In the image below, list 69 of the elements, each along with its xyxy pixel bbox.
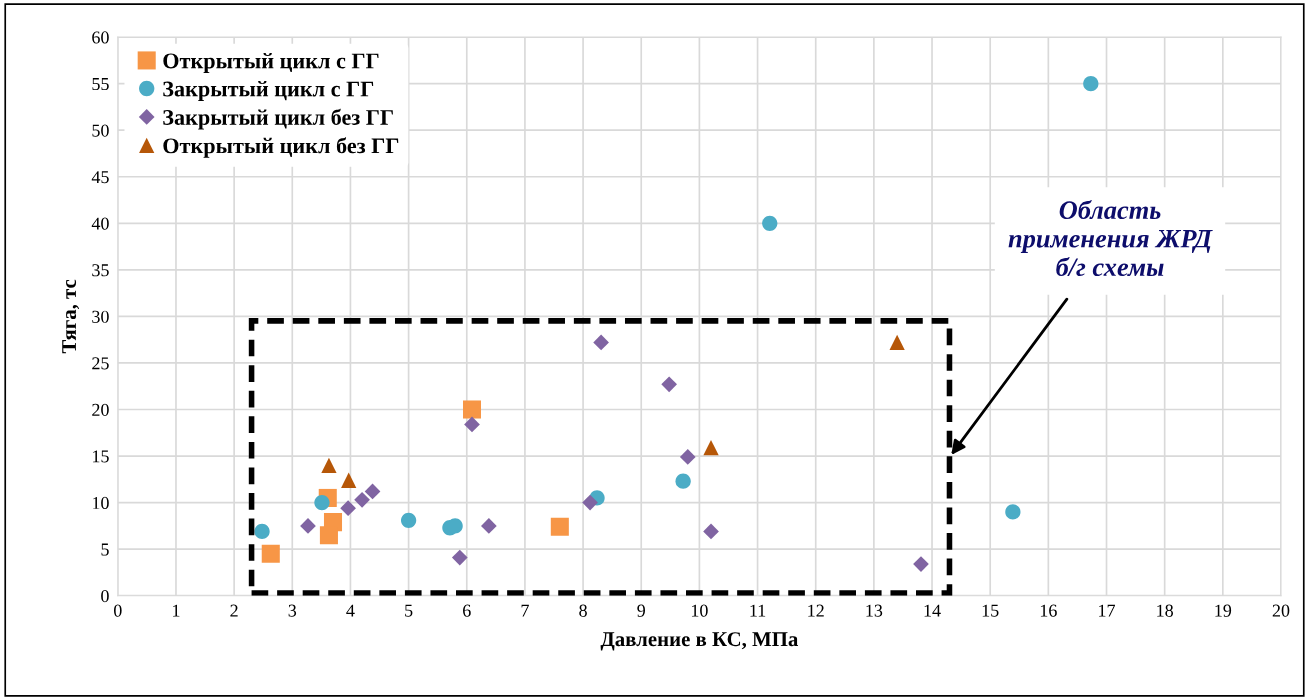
point [481, 518, 497, 534]
point [593, 334, 609, 351]
y-tick-label: 20 [92, 403, 109, 416]
point [762, 215, 778, 231]
point [1005, 504, 1021, 520]
point [889, 334, 905, 351]
x-tick-label: 2 [230, 604, 238, 617]
y-tick-label: 35 [92, 264, 109, 277]
x-tick-label: 14 [924, 604, 941, 617]
x-tick-label: 4 [346, 604, 355, 617]
y-tick-label: 50 [92, 124, 109, 137]
point [464, 416, 480, 433]
legend-label: Открытый цикл без ГГ [163, 137, 399, 158]
x-tick-label: 11 [750, 604, 766, 617]
x-tick-label: 0 [113, 604, 122, 617]
x-tick-label: 3 [288, 604, 297, 617]
y-tick-label: 5 [101, 543, 109, 556]
point [321, 457, 337, 473]
y-tick-label: 30 [92, 310, 109, 323]
x-tick-label: 18 [1157, 604, 1174, 617]
x-tick-label: 19 [1215, 604, 1232, 617]
point [261, 544, 280, 563]
y-tick-label: 15 [93, 450, 109, 463]
y-tick-label: 25 [92, 357, 109, 370]
legend-label: Закрытый цикл без ГГ [163, 108, 393, 130]
legend-label: Открытый цикл с ГГ [163, 52, 379, 73]
point [319, 526, 338, 545]
y-tick-label: 60 [92, 31, 109, 44]
point [364, 483, 381, 500]
x-tick-label: 7 [521, 604, 529, 617]
point [300, 518, 316, 534]
x-tick-label: 16 [1040, 604, 1057, 617]
point [462, 400, 482, 419]
annotation: Область применения ЖРД б/г схемы [1008, 199, 1213, 277]
point [354, 491, 370, 508]
point [661, 376, 678, 393]
x-tick-label: 9 [637, 604, 646, 617]
x-tick-label: 8 [579, 604, 587, 617]
y-axis-title: Тяга, тс [62, 279, 80, 354]
x-tick-label: 10 [691, 604, 708, 617]
y-tick-label: 0 [101, 589, 109, 603]
x-tick-label: 12 [808, 604, 824, 617]
point [550, 517, 569, 536]
point [675, 473, 691, 489]
y-tick-label: 55 [92, 78, 109, 91]
point [400, 512, 417, 528]
x-tick-label: 13 [866, 604, 883, 617]
point [679, 449, 696, 465]
y-tick-label: 40 [91, 217, 109, 230]
y-tick-label: 45 [91, 171, 109, 184]
x-tick-label: 1 [173, 604, 180, 617]
x-tick-label: 5 [405, 604, 413, 617]
x-tick-label: 20 [1272, 604, 1290, 617]
point [1083, 76, 1099, 92]
x-tick-label: 17 [1099, 604, 1116, 617]
point [913, 556, 929, 572]
point [254, 523, 270, 540]
point [314, 494, 330, 511]
x-tick-label: 6 [463, 604, 471, 617]
point [340, 500, 356, 517]
point [703, 440, 719, 456]
point [341, 472, 357, 488]
y-tick-label: 10 [93, 496, 109, 510]
x-axis-title: Давление в КС, МПа [600, 632, 799, 651]
point [451, 549, 468, 566]
point [582, 494, 598, 511]
legend-label: Закрытый цикл с ГГ [163, 80, 374, 102]
x-tick-label: 15 [982, 604, 999, 617]
point [703, 523, 719, 540]
